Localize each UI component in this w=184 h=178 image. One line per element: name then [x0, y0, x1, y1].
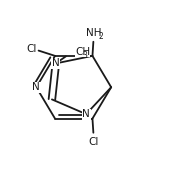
- Text: N: N: [32, 82, 40, 92]
- Text: Cl: Cl: [88, 137, 99, 146]
- Text: CH: CH: [75, 47, 90, 57]
- Text: N: N: [82, 109, 90, 119]
- Text: NH: NH: [86, 28, 101, 38]
- Text: N: N: [52, 58, 60, 68]
- Text: 3: 3: [82, 51, 87, 60]
- Text: 2: 2: [98, 32, 103, 41]
- Text: Cl: Cl: [26, 44, 36, 54]
